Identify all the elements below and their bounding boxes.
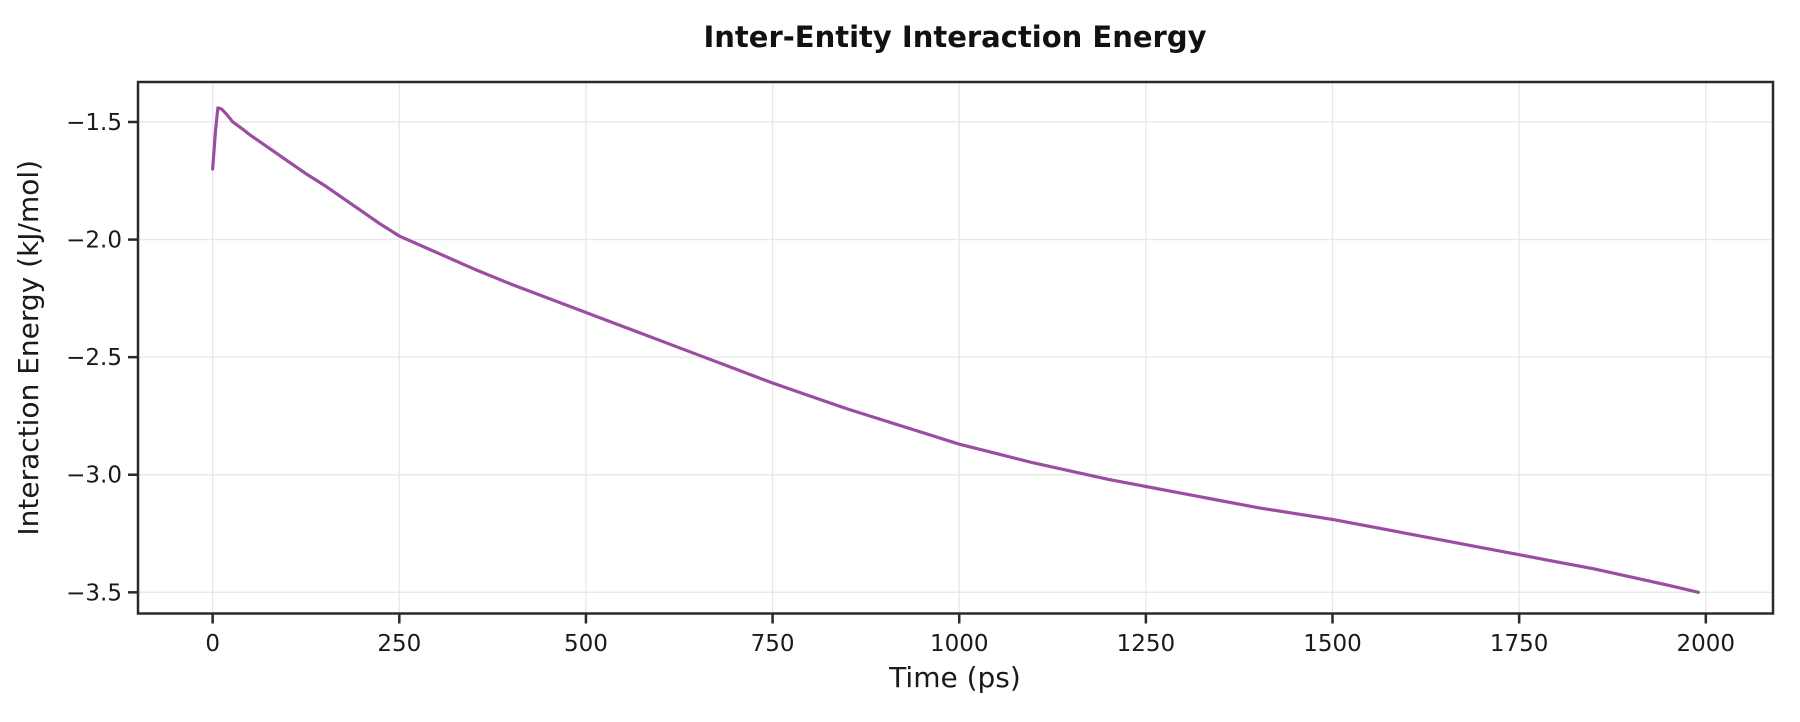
y-tick-label: −1.5 bbox=[66, 110, 122, 136]
y-tick-label: −2.0 bbox=[66, 228, 122, 254]
x-axis-label: Time (ps) bbox=[888, 661, 1021, 694]
x-tick-label: 1500 bbox=[1303, 631, 1362, 657]
tick-label-layer: 0 250 500 750 1000 1250 1500 1750 2000 −1.5 −2.0 −2… bbox=[66, 110, 1735, 657]
x-tick-label: 250 bbox=[377, 631, 421, 657]
tick-layer bbox=[128, 120, 1708, 624]
series-line-interaction-energy bbox=[211, 106, 1700, 594]
y-tick-label: −3.0 bbox=[66, 463, 122, 489]
x-tick-label: 750 bbox=[751, 631, 795, 657]
x-tick-label: 2000 bbox=[1677, 631, 1736, 657]
x-tick-label: 1250 bbox=[1117, 631, 1176, 657]
y-tick-label: −3.5 bbox=[66, 580, 122, 606]
x-tick-label: 1750 bbox=[1490, 631, 1549, 657]
x-tick-label: 1000 bbox=[930, 631, 989, 657]
y-axis-label: Interaction Energy (kJ/mol) bbox=[12, 160, 45, 536]
plot-area-border bbox=[136, 80, 1775, 615]
series-layer bbox=[211, 106, 1700, 594]
y-tick-label: −2.5 bbox=[66, 345, 122, 371]
chart-title: Inter-Entity Interaction Energy bbox=[703, 20, 1206, 54]
x-tick-label: 500 bbox=[564, 631, 608, 657]
x-tick-label: 0 bbox=[205, 631, 220, 657]
grid-layer bbox=[138, 82, 1773, 614]
